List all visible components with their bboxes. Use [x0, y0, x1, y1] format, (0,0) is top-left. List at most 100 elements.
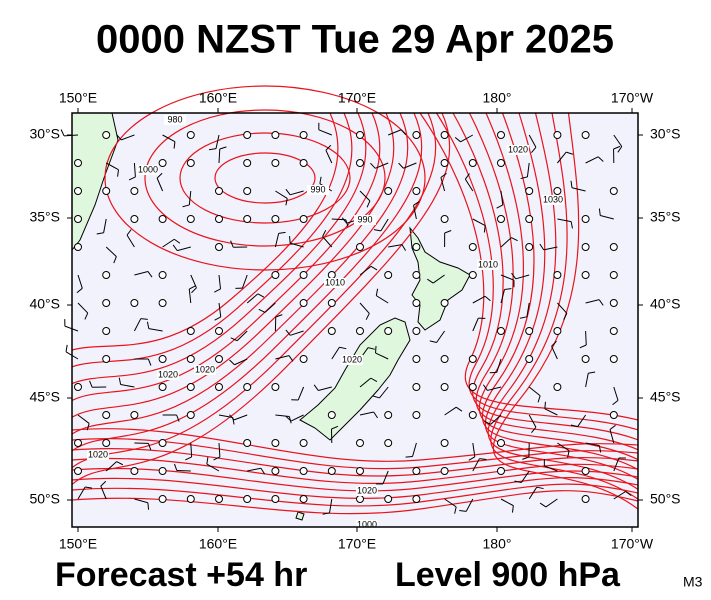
barb-staff — [322, 236, 333, 248]
barb-flag — [257, 293, 265, 298]
barb-staff — [103, 218, 107, 233]
barb-staff — [613, 134, 623, 147]
barb-flag — [84, 312, 89, 320]
isobar — [71, 112, 395, 418]
lon-label: 180° — [483, 536, 512, 552]
barb-flag — [531, 426, 537, 433]
calm-station — [102, 439, 111, 447]
barb-staff — [275, 190, 288, 199]
barb-flag — [182, 204, 190, 208]
barb-staff — [290, 242, 304, 248]
barb-flag — [191, 287, 197, 294]
contour-label-box — [356, 486, 378, 496]
calm-station — [158, 439, 167, 447]
contour-label-box — [356, 520, 378, 530]
calm-station — [525, 243, 534, 251]
barb-flag — [454, 506, 457, 514]
south-island — [299, 317, 411, 441]
barb-staff — [318, 129, 332, 136]
barb-staff — [234, 358, 248, 366]
barb-flag — [413, 201, 420, 206]
calm-station — [158, 383, 167, 391]
barb-flag — [570, 424, 578, 428]
barb-staff — [403, 162, 417, 169]
barb-staff — [613, 491, 626, 500]
barb-staff — [236, 330, 248, 342]
barb-flag — [147, 443, 152, 451]
barb-flag — [313, 384, 319, 391]
barb-flag — [322, 230, 327, 237]
barb-staff — [464, 178, 474, 192]
barb-flag — [511, 505, 514, 513]
calm-station — [74, 439, 82, 447]
barb-flag — [206, 457, 209, 465]
calm-station — [158, 299, 167, 307]
barb-flag — [504, 288, 512, 290]
barb-staff — [544, 408, 558, 416]
barb-staff — [515, 274, 530, 280]
isobar — [179, 132, 351, 224]
barb-staff — [121, 134, 135, 141]
barb-staff — [528, 486, 538, 500]
barb-staff — [247, 467, 262, 472]
barb-staff — [359, 265, 372, 276]
barb-flag — [566, 151, 574, 155]
isobar — [104, 85, 426, 271]
barb-staff — [382, 470, 389, 485]
isobar — [71, 490, 639, 515]
calm-station — [440, 159, 449, 167]
barb-flag — [405, 455, 413, 458]
barb-staff — [613, 386, 619, 401]
calm-station — [299, 299, 308, 307]
barb-flag — [173, 238, 181, 244]
calm-station — [271, 495, 280, 503]
isobar — [435, 112, 639, 431]
calm-station — [271, 271, 280, 279]
calm-station — [243, 439, 252, 447]
isobar — [71, 112, 353, 368]
barb-staff — [500, 274, 515, 281]
calm-station — [497, 159, 505, 167]
calm-station — [102, 327, 111, 335]
barb-staff — [388, 129, 402, 136]
barb-staff — [297, 386, 305, 401]
barb-flag — [454, 136, 461, 143]
calm-station — [158, 467, 167, 475]
lat-label: 30°S — [29, 126, 60, 142]
barb-staff — [133, 318, 142, 332]
contour-label-box — [341, 355, 363, 365]
contour-label: 1020 — [158, 369, 178, 379]
calm-station — [102, 187, 111, 195]
calm-station — [497, 215, 505, 223]
barb-staff — [77, 302, 89, 314]
contour-labels: 980 1000 990 990 1010 1020 1030 1010 1020 1020 102… — [87, 114, 564, 530]
lat-label: 40°S — [650, 296, 681, 312]
calm-station — [186, 159, 195, 167]
calm-station — [243, 159, 252, 167]
calm-station — [102, 355, 111, 363]
wind-barbs — [60, 122, 632, 515]
barb-staff — [528, 386, 541, 397]
barb-flag — [370, 162, 376, 169]
isobar — [71, 447, 639, 477]
barb-flag — [613, 145, 621, 150]
calm-station — [271, 215, 280, 223]
barb-flag — [537, 395, 541, 403]
lat-label: 50°S — [650, 491, 681, 507]
barb-flag — [440, 172, 447, 178]
calm-station — [525, 327, 534, 335]
barb-flag — [570, 221, 573, 229]
calm-station — [468, 383, 477, 391]
barb-flag — [100, 480, 107, 487]
barb-staff — [600, 215, 614, 220]
calm-station — [412, 495, 421, 503]
barb-staff — [557, 302, 568, 314]
calm-station — [299, 159, 308, 167]
calm-station — [497, 327, 505, 335]
barb-staff — [557, 151, 567, 164]
map-background — [72, 113, 638, 527]
barb-staff — [444, 406, 457, 416]
contour-label: 980 — [167, 114, 182, 124]
barb-staff — [376, 295, 389, 304]
isobar — [71, 438, 639, 470]
